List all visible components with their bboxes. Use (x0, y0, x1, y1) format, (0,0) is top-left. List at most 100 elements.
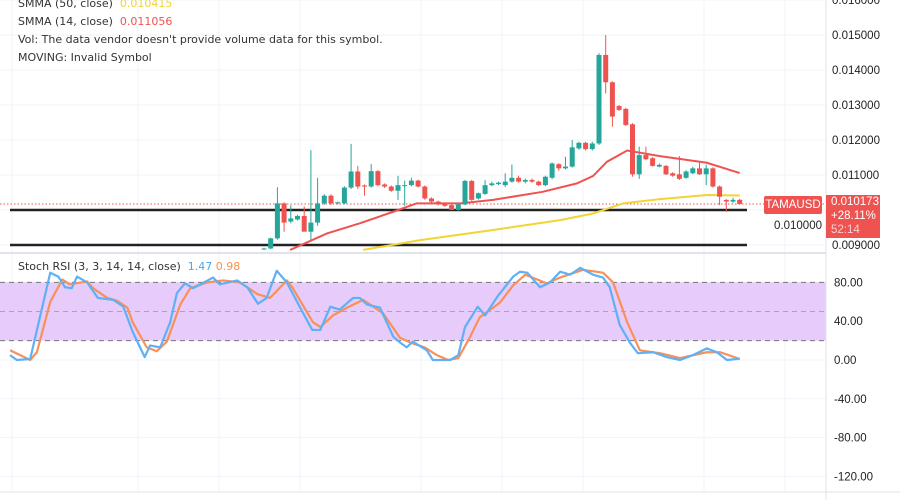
stoch-legend[interactable]: Stoch RSI (3, 3, 14, 14, close) 1.47 0.9… (18, 258, 240, 276)
candle-body (596, 54, 602, 144)
candle-body (583, 142, 589, 150)
candle-body (636, 155, 642, 175)
price-tick-label: 0.014000 (832, 65, 880, 77)
candle (355, 165, 361, 189)
candle (274, 187, 280, 240)
stoch-tick-label: -40.00 (834, 394, 867, 406)
candle (563, 156, 568, 170)
stoch-tick-label: 40.00 (834, 316, 863, 328)
price-tick-label: 0.016000 (832, 0, 880, 7)
candle-body (402, 185, 408, 187)
candle (663, 164, 669, 175)
candle-body (475, 193, 481, 199)
candle-body (368, 171, 374, 187)
candle (402, 180, 408, 206)
candle (522, 178, 528, 184)
candle (442, 202, 448, 207)
candle (395, 175, 401, 200)
candle-body (542, 176, 548, 186)
candle (542, 175, 548, 187)
candle-body (341, 187, 347, 204)
price-tick-label: 0.010000 (774, 220, 822, 232)
candle (703, 164, 709, 186)
candle (335, 201, 341, 205)
candle (502, 173, 508, 187)
candle-body (321, 195, 327, 204)
candle-body (388, 186, 394, 191)
candle-body (295, 215, 300, 220)
candle-body (348, 171, 354, 188)
candle (630, 123, 635, 177)
candle (496, 181, 501, 186)
candle (315, 177, 321, 226)
candle-body (489, 183, 495, 186)
candle-body (670, 173, 676, 176)
price-axis[interactable]: 0.016000 0.015000 0.014000 0.013000 0.012000… (774, 0, 880, 252)
candle-body (449, 205, 455, 210)
stoch-axis[interactable]: 80.00 40.00 0.00 -40.00 -80.00 -120.00 (834, 277, 873, 483)
candle (261, 247, 267, 250)
stoch-label: Stoch RSI (3, 3, 14, 14, close) (18, 260, 181, 273)
candle-body (509, 177, 515, 182)
candle (449, 204, 455, 210)
candle-body (576, 142, 582, 149)
candle (368, 164, 374, 188)
candle (623, 107, 629, 126)
candle (321, 194, 327, 205)
candle (362, 184, 367, 196)
candle-body (261, 248, 267, 250)
candle (281, 202, 287, 232)
candle-body (730, 199, 736, 202)
candle (475, 192, 481, 200)
candle-body (529, 179, 535, 182)
last-price: 0.010173 (831, 196, 879, 208)
support-lines[interactable] (10, 208, 747, 247)
smma14-legend[interactable]: SMMA (14, close) 0.011056 (18, 13, 383, 31)
candle (596, 53, 602, 145)
candle (670, 172, 676, 177)
symbol-tag: TAMAUSD (764, 196, 822, 214)
candle-body (455, 204, 461, 210)
candle-body (717, 186, 723, 197)
candle-body (556, 164, 562, 169)
candle-body (281, 203, 287, 223)
candle-body (462, 180, 468, 205)
smma50-legend[interactable]: SMMA (50, close) 0.010415 (18, 0, 383, 13)
candle-body (690, 168, 696, 174)
smma14-line (289, 149, 740, 251)
candle (569, 140, 575, 168)
candle (288, 205, 294, 224)
candle-body (609, 82, 615, 117)
candle-body (408, 180, 414, 186)
candle (482, 179, 488, 195)
candle (455, 203, 461, 211)
candle (643, 146, 649, 161)
candle-body (502, 181, 508, 186)
candle-body (375, 171, 381, 186)
candles (261, 35, 743, 250)
candle (268, 237, 274, 250)
candle-body (301, 215, 307, 232)
candle-body (536, 181, 542, 186)
candle-body (362, 185, 367, 187)
candle (697, 162, 702, 175)
candle-body (482, 185, 488, 194)
candle (516, 175, 522, 183)
candle (737, 198, 743, 205)
candle (435, 200, 441, 206)
candle (462, 179, 468, 206)
price-tag: 0.010173 +28.11% 52:14 (826, 195, 880, 238)
candle (388, 185, 394, 192)
candle (489, 181, 495, 187)
candle-body (308, 222, 314, 232)
stoch-tick-label: 0.00 (834, 355, 856, 367)
candle-body (710, 168, 716, 187)
candle (422, 185, 428, 200)
candle (549, 162, 555, 180)
stoch-tick-label: -120.00 (834, 471, 873, 483)
candle (683, 170, 689, 179)
candle (556, 163, 562, 171)
candle (529, 178, 535, 183)
